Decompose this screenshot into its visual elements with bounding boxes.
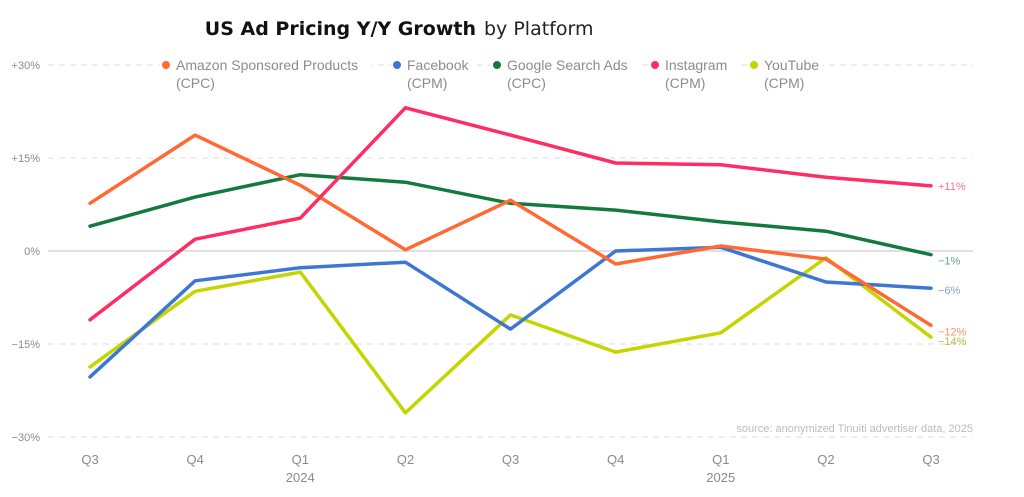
y-tick-label: −30% [12,432,41,444]
gridlines [48,64,973,438]
legend-marker-amazon-sponsored-products [162,61,170,69]
x-tick-label: Q3 [922,452,939,467]
series-line-facebook [88,245,933,379]
legend-unit: (CPM) [407,75,447,91]
legend-bg [649,56,740,74]
legend-item-instagram: Instagram (CPM) [649,56,740,91]
end-label-youtube: −14% [938,336,967,348]
legend: Amazon Sponsored Products (CPC) Facebook (C… [160,56,824,91]
series-line-instagram [88,106,933,322]
legend-item-facebook: Facebook (CPM) [391,56,474,91]
legend-label: Facebook [407,57,469,73]
legend-unit: (CPC) [176,75,215,91]
chart-title: US Ad Pricing Y/Y Growth by Platform [205,18,594,40]
legend-unit: (CPM) [665,75,705,91]
end-label-instagram: +11% [938,181,966,193]
x-year-label: 2025 [706,470,735,485]
x-tick-label: Q1 [292,452,309,467]
series-lines [88,106,933,415]
legend-marker-facebook [393,61,401,69]
legend-label: Instagram [665,57,727,73]
chart-title-main: US Ad Pricing Y/Y Growth [205,18,476,40]
end-labels: −12% −6% −1% +11% −14% [938,181,967,348]
x-tick-label: Q2 [817,452,834,467]
end-label-facebook: −6% [938,285,961,297]
x-tick-label: Q4 [186,452,203,467]
legend-label: Amazon Sponsored Products [176,57,358,73]
y-axis: +30% +15% 0% −15% −30% [12,60,41,444]
legend-marker-youtube [750,61,758,69]
y-tick-label: +15% [12,153,41,165]
legend-bg [748,56,824,74]
y-tick-label: −15% [12,339,41,351]
legend-label: YouTube [764,57,819,73]
x-axis: Q3 Q4 Q1 2024 Q2 Q3 Q4 Q1 2025 Q2 Q3 [81,452,939,485]
legend-bg [491,56,643,74]
series-line-google-search-ads [88,172,933,257]
source-note: source: anonymized Tinuiti advertiser da… [736,423,973,435]
x-tick-label: Q3 [502,452,519,467]
legend-marker-google-search-ads [493,61,501,69]
legend-item-amazon-sponsored-products: Amazon Sponsored Products (CPC) [160,56,372,91]
x-tick-label: Q3 [81,452,98,467]
end-label-amazon-sponsored-products: −12% [938,326,967,338]
legend-item-google-search-ads: Google Search Ads (CPC) [491,56,643,91]
x-tick-label: Q1 [712,452,729,467]
x-year-label: 2024 [286,470,315,485]
legend-marker-instagram [651,61,659,69]
y-tick-label: 0% [24,246,40,258]
series-line-amazon-sponsored-products [88,133,933,328]
legend-unit: (CPM) [764,75,804,91]
x-tick-label: Q4 [607,452,624,467]
series-line-youtube [88,256,933,415]
legend-unit: (CPC) [507,75,546,91]
legend-bg [160,56,372,74]
legend-bg [391,56,474,74]
chart-title-suffix: by Platform [484,18,593,40]
legend-label: Google Search Ads [507,57,628,73]
x-tick-label: Q2 [397,452,414,467]
end-label-google-search-ads: −1% [938,256,961,268]
legend-item-youtube: YouTube (CPM) [748,56,824,91]
y-tick-label: +30% [12,60,41,72]
